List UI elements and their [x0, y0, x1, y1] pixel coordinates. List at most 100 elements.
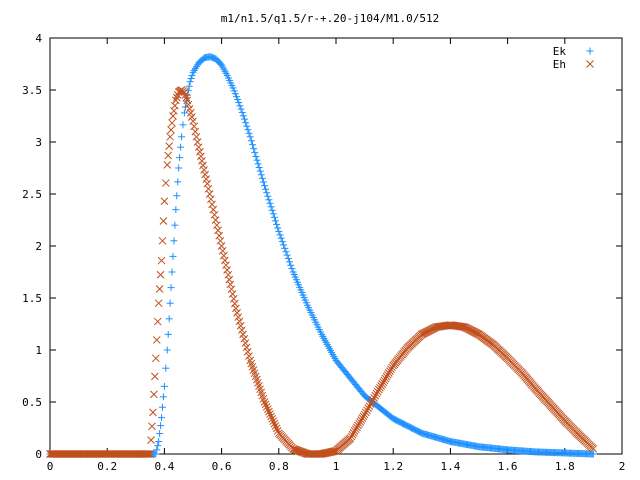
data-point: [331, 447, 339, 455]
data-point: [263, 189, 271, 197]
data-point: [202, 175, 211, 183]
x-tick-label: 1.2: [383, 460, 403, 473]
data-point: [274, 224, 282, 232]
data-point: [178, 133, 186, 141]
data-point: [151, 354, 160, 363]
data-point: [159, 393, 167, 401]
data-point: [152, 450, 160, 458]
data-point: [254, 160, 262, 168]
data-point: [244, 126, 252, 134]
data-point: [147, 436, 155, 444]
data-point: [158, 236, 167, 245]
data-point: [266, 410, 274, 418]
data-point: [364, 404, 373, 413]
data-point: [200, 166, 208, 174]
data-point: [158, 414, 166, 422]
data-point: [376, 383, 384, 392]
data-point: [156, 430, 164, 438]
data-point: [209, 205, 218, 214]
data-point: [281, 244, 289, 252]
data-point: [457, 322, 466, 331]
data-point: [194, 143, 203, 152]
x-tick-label: 1.8: [555, 460, 575, 473]
data-point: [171, 96, 180, 105]
data-point: [181, 90, 190, 99]
data-point: [232, 304, 240, 313]
data-point: [373, 387, 382, 396]
data-point: [379, 378, 388, 387]
data-point: [223, 266, 231, 274]
data-point: [153, 446, 161, 454]
x-tick-label: 0.6: [212, 460, 232, 473]
data-point: [262, 402, 271, 411]
data-point: [207, 195, 215, 204]
data-point: [361, 408, 370, 417]
x-tick-label: 0.4: [154, 460, 174, 473]
data-point: [165, 142, 174, 151]
data-point: [177, 143, 185, 151]
data-point: [251, 149, 259, 157]
data-point: [237, 105, 245, 113]
y-tick-label: 0.5: [22, 396, 42, 409]
data-point: [143, 450, 152, 458]
legend-label-eh: Eh: [553, 58, 566, 71]
data-point: [280, 241, 288, 249]
data-point: [347, 432, 356, 441]
data-point: [226, 280, 235, 289]
data-point: [363, 406, 371, 415]
data-point: [231, 90, 239, 98]
data-point: [230, 299, 239, 308]
data-point: [214, 226, 222, 235]
data-point: [248, 141, 256, 149]
data-point: [286, 258, 294, 266]
data-point: [157, 256, 166, 265]
data-point: [228, 290, 237, 298]
data-point: [236, 102, 244, 110]
data-point: [188, 71, 196, 79]
data-point: [174, 178, 182, 186]
data-point: [153, 317, 162, 326]
data-point: [157, 422, 165, 430]
data-point: [145, 450, 153, 458]
x-tick-label: 0.2: [97, 460, 117, 473]
x-tick-label: 0.8: [269, 460, 289, 473]
data-point: [234, 96, 242, 104]
x-tick-label: 0: [47, 460, 54, 473]
y-tick-label: 3.5: [22, 84, 42, 97]
data-point: [273, 220, 281, 228]
data-point: [255, 163, 263, 171]
data-point: [239, 330, 247, 339]
data-point: [186, 78, 194, 86]
data-point: [287, 261, 295, 269]
data-point: [152, 336, 161, 344]
x-tick-label: 1: [333, 460, 340, 473]
data-point: [273, 426, 282, 435]
data-point: [356, 417, 365, 426]
data-point: [275, 227, 283, 235]
data-point: [203, 179, 212, 188]
data-point: [240, 115, 248, 123]
data-point: [159, 217, 168, 225]
data-point: [258, 174, 266, 182]
data-point: [272, 424, 281, 433]
y-tick-label: 4: [35, 32, 42, 45]
data-point: [235, 317, 244, 326]
data-point: [146, 450, 154, 458]
data-point: [211, 216, 220, 224]
data-point: [372, 389, 381, 398]
data-point: [355, 419, 363, 428]
data-point: [240, 334, 249, 343]
x-tick-label: 1.6: [498, 460, 518, 473]
data-point: [164, 330, 172, 338]
data-point: [365, 402, 374, 411]
series-eh: [46, 86, 598, 458]
data-point: [257, 171, 265, 179]
data-point: [222, 261, 230, 270]
data-point: [256, 167, 264, 175]
data-point: [212, 221, 221, 230]
data-point: [369, 396, 377, 404]
data-point: [185, 82, 193, 90]
data-point: [366, 400, 375, 408]
data-point: [283, 251, 291, 259]
data-point: [270, 213, 278, 221]
